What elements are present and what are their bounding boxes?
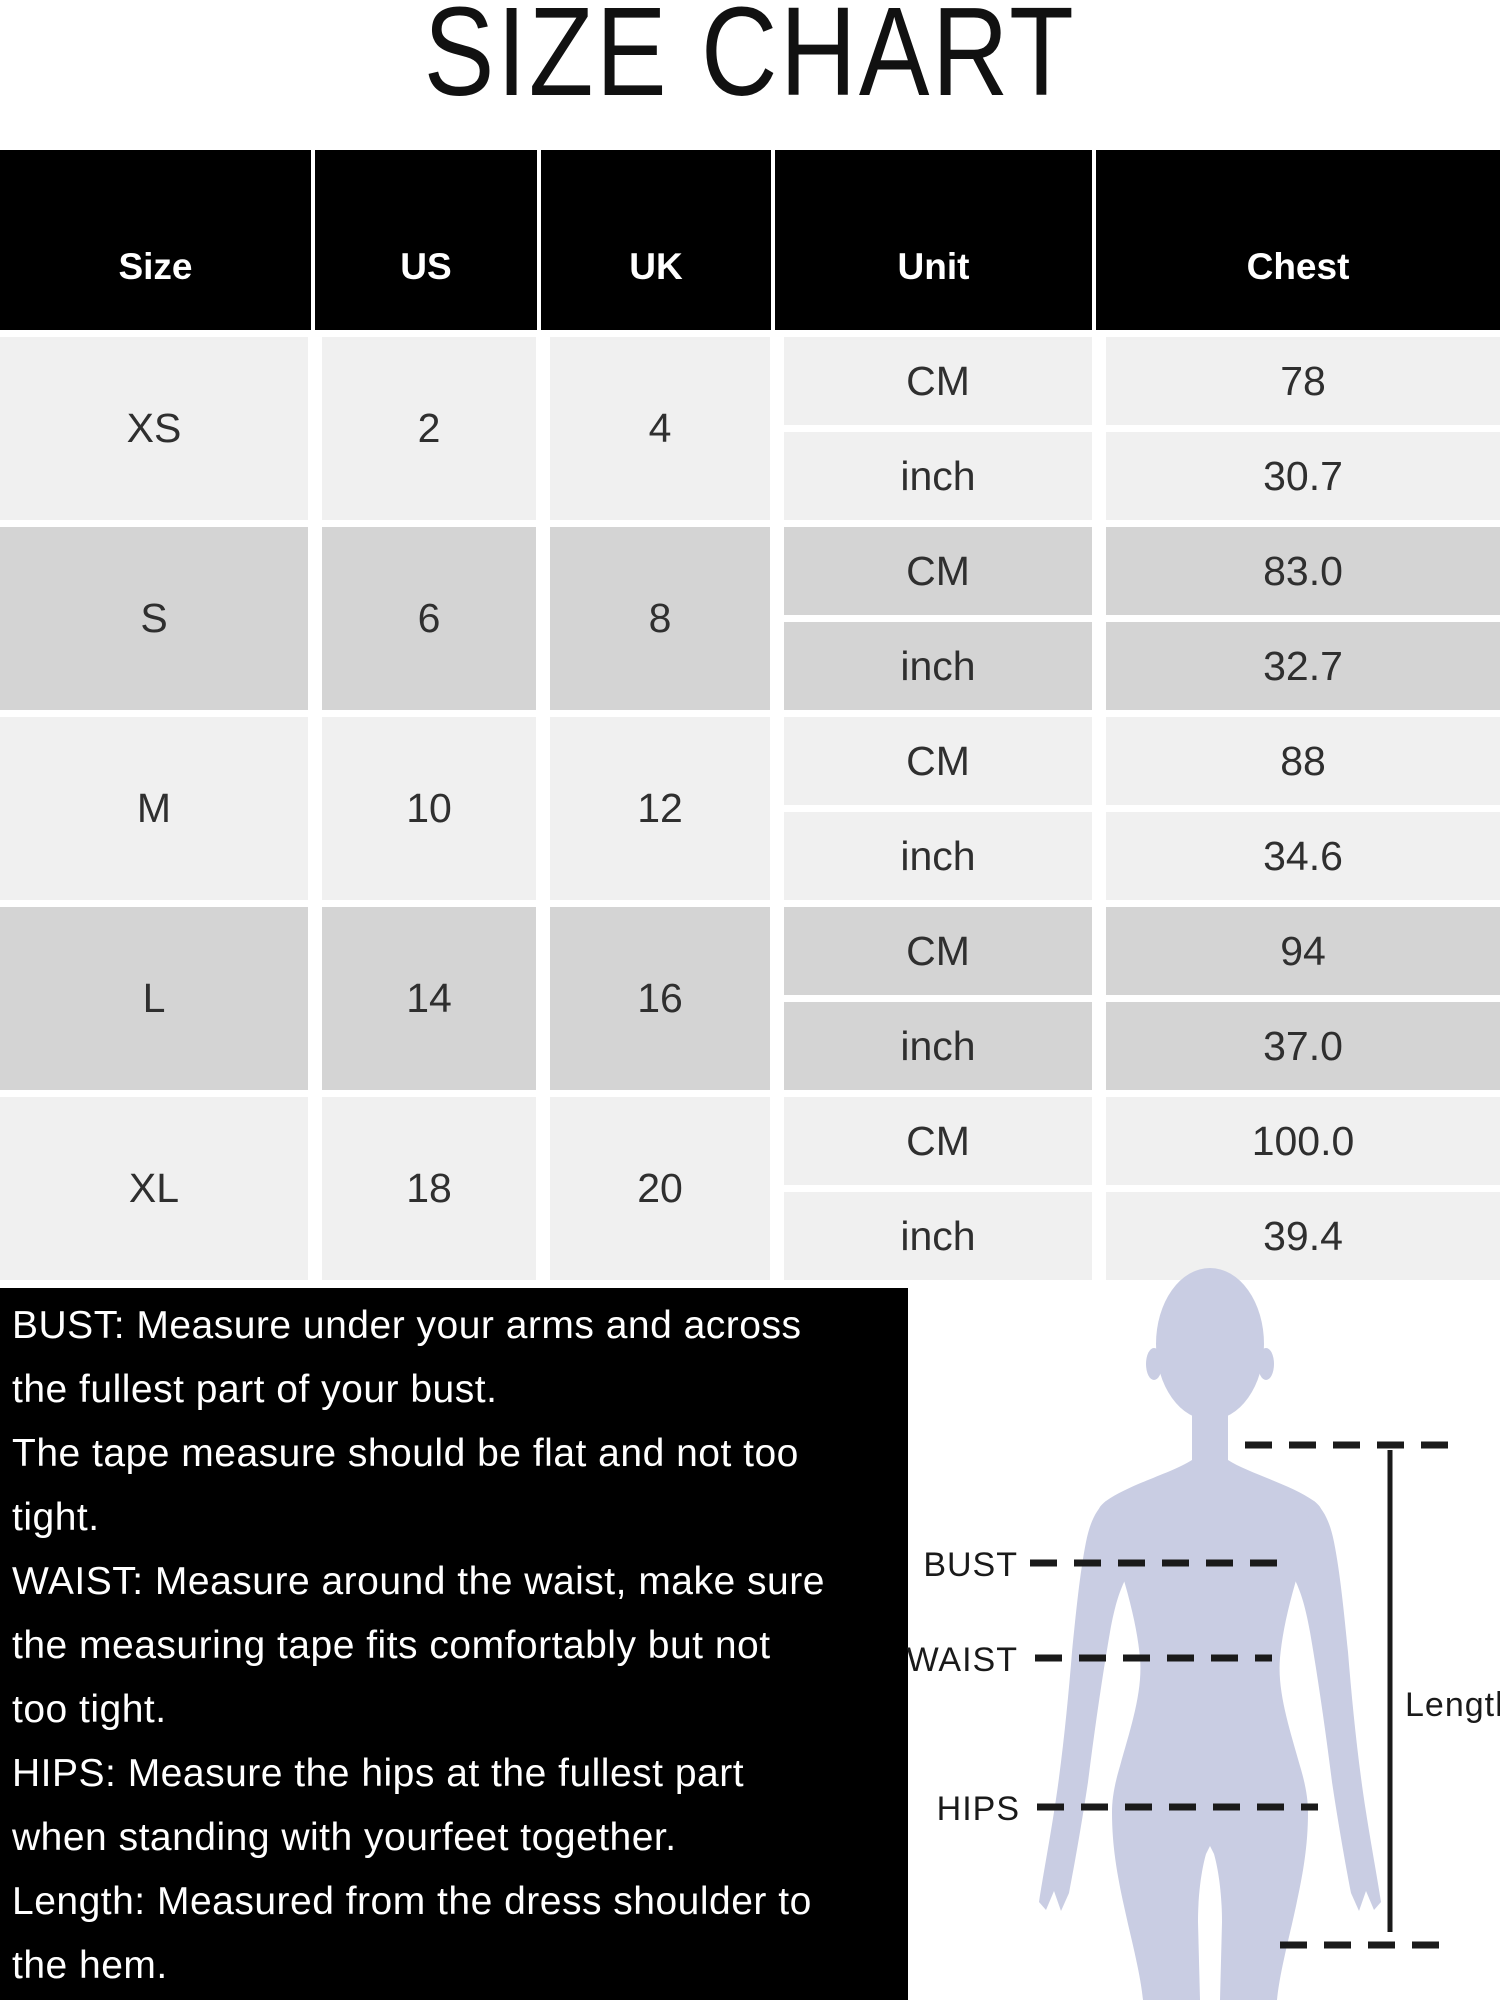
size-value: XS	[0, 337, 308, 520]
body-measurement-diagram: BUST WAIST HIPS Length	[900, 1260, 1500, 2000]
chest-inch-value: 39.4	[1106, 1192, 1500, 1280]
header-uk: UK	[541, 150, 771, 330]
us-value: 14	[322, 907, 536, 1090]
uk-value: 4	[550, 337, 770, 520]
unit-inch-label: inch	[784, 1002, 1092, 1090]
header-chest: Chest	[1096, 150, 1500, 330]
instruction-line: too tight.	[12, 1688, 167, 1731]
instruction-line: tight.	[12, 1496, 100, 1539]
header-size: Size	[0, 150, 311, 330]
size-value: S	[0, 527, 308, 710]
chest-column: 100.0 39.4	[1106, 1097, 1500, 1280]
instruction-line: WAIST: Measure around the waist, make su…	[12, 1560, 825, 1603]
waist-label: WAIST	[907, 1641, 1018, 1679]
unit-inch-label: inch	[784, 432, 1092, 520]
chest-inch-value: 32.7	[1106, 622, 1500, 710]
instruction-line: the hem.	[12, 1944, 168, 1987]
unit-column: CM inch	[784, 527, 1092, 710]
uk-value: 8	[550, 527, 770, 710]
uk-value: 20	[550, 1097, 770, 1280]
instruction-line: Length: Measured from the dress shoulder…	[12, 1880, 812, 1923]
chest-column: 94 37.0	[1106, 907, 1500, 1090]
instruction-line: The tape measure should be flat and not …	[12, 1432, 799, 1475]
size-table-body: XS 2 4 CM inch 78 30.7 S 6 8 CM inch 83.…	[0, 337, 1500, 1280]
size-value: XL	[0, 1097, 308, 1280]
table-row-xs: XS 2 4 CM inch 78 30.7	[0, 337, 1500, 520]
uk-value: 12	[550, 717, 770, 900]
table-row-l: L 14 16 CM inch 94 37.0	[0, 907, 1500, 1090]
us-value: 18	[322, 1097, 536, 1280]
unit-column: CM inch	[784, 717, 1092, 900]
unit-cm-label: CM	[784, 1097, 1092, 1185]
unit-cm-label: CM	[784, 337, 1092, 425]
chest-column: 78 30.7	[1106, 337, 1500, 520]
instruction-line: when standing with yourfeet together.	[12, 1816, 677, 1859]
chest-inch-value: 30.7	[1106, 432, 1500, 520]
measurement-instructions: BUST: Measure under your arms and across…	[0, 1288, 908, 2000]
uk-value: 16	[550, 907, 770, 1090]
size-value: L	[0, 907, 308, 1090]
unit-cm-label: CM	[784, 907, 1092, 995]
measurement-figure-svg: BUST WAIST HIPS Length	[907, 1268, 1500, 2000]
table-row-m: M 10 12 CM inch 88 34.6	[0, 717, 1500, 900]
chest-inch-value: 37.0	[1106, 1002, 1500, 1090]
unit-inch-label: inch	[784, 812, 1092, 900]
hips-label: HIPS	[937, 1790, 1020, 1828]
unit-cm-label: CM	[784, 717, 1092, 805]
size-value: M	[0, 717, 308, 900]
header-us: US	[315, 150, 537, 330]
us-value: 6	[322, 527, 536, 710]
us-value: 10	[322, 717, 536, 900]
chest-cm-value: 83.0	[1106, 527, 1500, 615]
unit-inch-label: inch	[784, 1192, 1092, 1280]
torso-and-legs	[1098, 1392, 1322, 2000]
chest-column: 88 34.6	[1106, 717, 1500, 900]
unit-column: CM inch	[784, 337, 1092, 520]
chest-cm-value: 78	[1106, 337, 1500, 425]
table-row-xl: XL 18 20 CM inch 100.0 39.4	[0, 1097, 1500, 1280]
length-label: Length	[1405, 1686, 1500, 1724]
unit-column: CM inch	[784, 1097, 1092, 1280]
chest-cm-value: 94	[1106, 907, 1500, 995]
chest-cm-value: 88	[1106, 717, 1500, 805]
right-arm	[1294, 1501, 1381, 1911]
instruction-line: the fullest part of your bust.	[12, 1368, 498, 1411]
chest-column: 83.0 32.7	[1106, 527, 1500, 710]
chest-cm-value: 100.0	[1106, 1097, 1500, 1185]
page-title: SIZE CHART	[423, 0, 1077, 122]
female-body-silhouette	[1039, 1268, 1381, 2000]
table-row-s: S 6 8 CM inch 83.0 32.7	[0, 527, 1500, 710]
header-unit: Unit	[775, 150, 1092, 330]
us-value: 2	[322, 337, 536, 520]
unit-column: CM inch	[784, 907, 1092, 1090]
bust-label: BUST	[923, 1546, 1018, 1584]
instruction-line: BUST: Measure under your arms and across	[12, 1304, 802, 1347]
table-header: Size US UK Unit Chest	[0, 150, 1500, 330]
unit-inch-label: inch	[784, 622, 1092, 710]
chest-inch-value: 34.6	[1106, 812, 1500, 900]
instruction-line: the measuring tape fits comfortably but …	[12, 1624, 771, 1667]
instruction-line: HIPS: Measure the hips at the fullest pa…	[12, 1752, 745, 1795]
unit-cm-label: CM	[784, 527, 1092, 615]
